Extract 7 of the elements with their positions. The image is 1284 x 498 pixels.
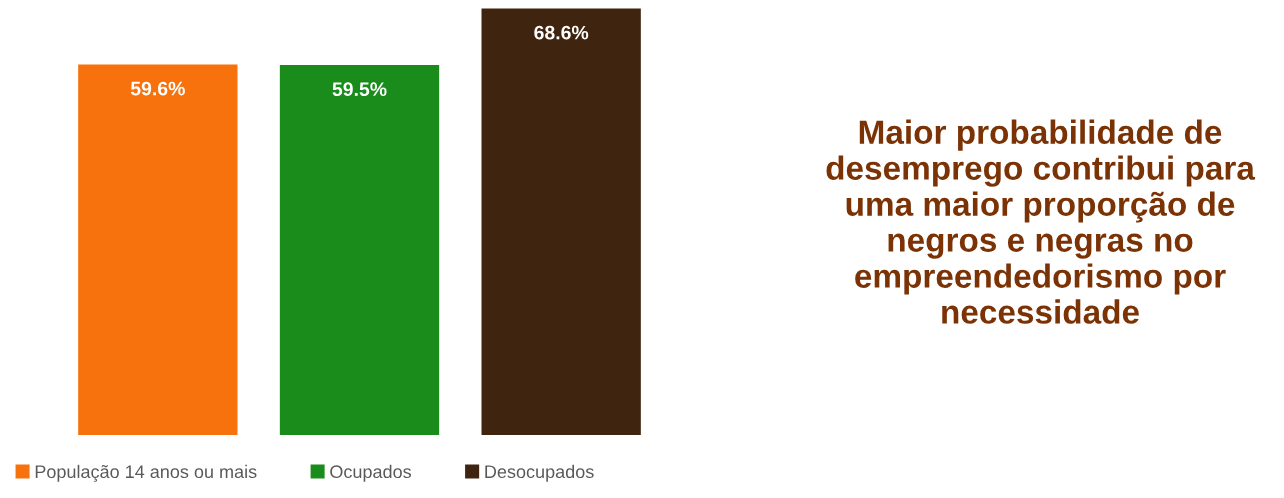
- legend-label: População 14 anos ou mais: [35, 464, 257, 482]
- data-label: 68.6%: [534, 25, 589, 40]
- legend-label: Ocupados: [330, 464, 412, 482]
- legend-label: Desocupados: [485, 464, 594, 482]
- data-label: 59.5%: [332, 82, 387, 97]
- data-label: 59.6%: [130, 81, 185, 96]
- text: Maior probabilidade de desemprego contribui para uma maior proporção de negros e negras no empreendedorismo por necessidade: [826, 119, 1256, 324]
